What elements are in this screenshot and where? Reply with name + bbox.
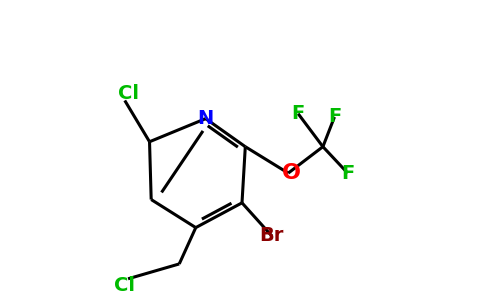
Text: Cl: Cl [118,84,138,104]
Text: F: F [328,107,341,127]
Text: F: F [341,164,354,183]
Text: Br: Br [259,226,284,245]
Text: Cl: Cl [114,276,135,295]
Text: F: F [291,104,305,123]
Text: O: O [282,163,301,183]
Text: N: N [197,109,214,128]
